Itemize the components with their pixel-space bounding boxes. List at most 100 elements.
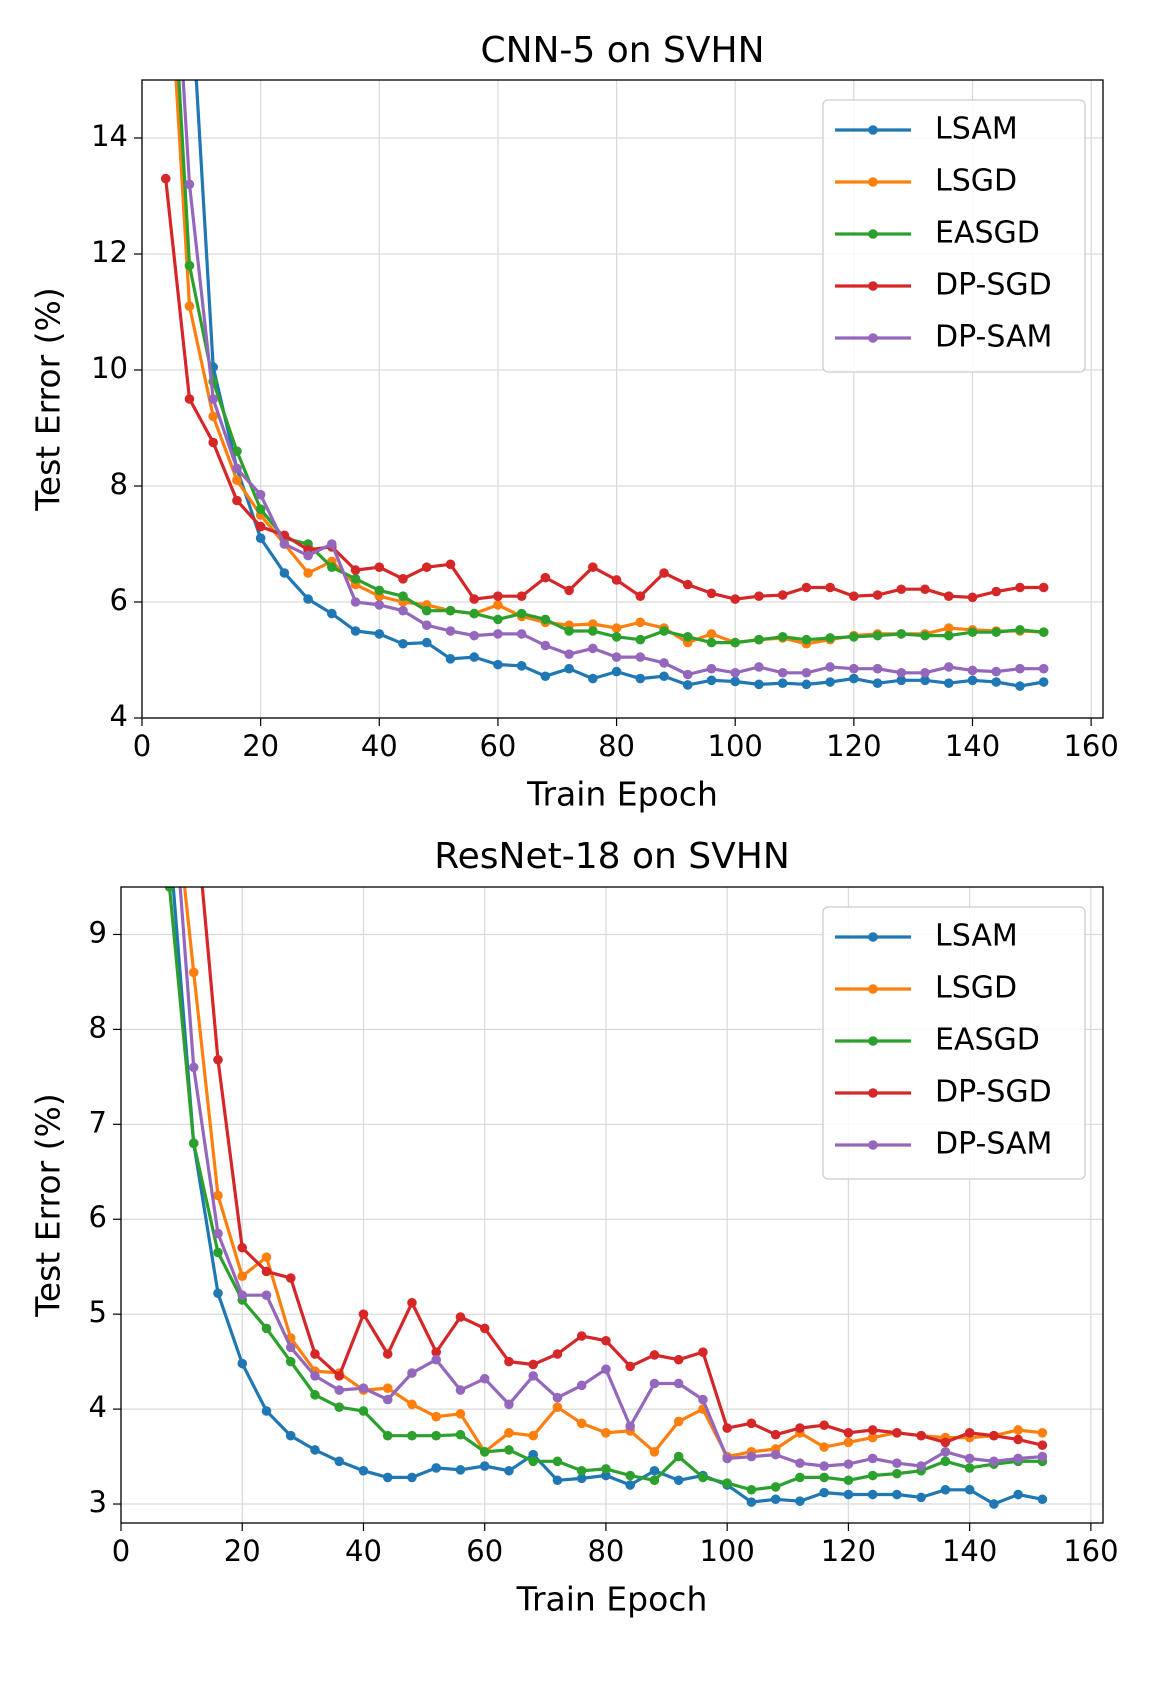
x-tick-label: 60: [466, 1534, 503, 1568]
data-point: [801, 634, 812, 645]
data-point: [892, 1458, 902, 1468]
data-point: [706, 637, 717, 648]
data-point: [843, 1459, 854, 1469]
data-point: [358, 1406, 369, 1416]
data-point: [964, 1428, 975, 1438]
data-point: [564, 663, 574, 674]
data-point: [540, 572, 551, 583]
data-point: [682, 632, 693, 642]
data-point: [255, 504, 266, 514]
data-point: [635, 673, 646, 684]
data-point: [188, 967, 199, 978]
x-tick-label: 140: [942, 1534, 997, 1568]
data-point: [421, 637, 432, 648]
data-point: [625, 1480, 635, 1490]
data-point: [504, 1445, 514, 1455]
data-point: [232, 475, 242, 486]
data-point: [819, 1472, 829, 1483]
data-point: [777, 632, 788, 642]
data-point: [469, 630, 479, 641]
data-point: [358, 1383, 369, 1394]
data-point: [382, 1472, 393, 1483]
data-point: [445, 654, 456, 664]
x-tick-label: 0: [112, 1534, 130, 1568]
data-point: [896, 667, 907, 678]
data-point: [552, 1475, 563, 1486]
data-point: [165, 550, 175, 560]
y-tick-label: 5: [89, 1295, 107, 1329]
y-tick-label: 6: [89, 1200, 107, 1234]
x-axis-label: Train Epoch: [516, 1580, 708, 1619]
legend-marker: [868, 281, 878, 291]
x-tick-label: 120: [826, 729, 881, 763]
data-point: [184, 394, 195, 404]
data-point: [892, 1468, 902, 1479]
data-point: [943, 591, 954, 601]
data-point: [770, 1449, 781, 1460]
data-point: [730, 676, 741, 687]
x-tick-label: 140: [945, 729, 1000, 763]
data-point: [682, 579, 693, 590]
data-point: [896, 629, 907, 639]
data-point: [469, 594, 479, 604]
data-point: [208, 437, 218, 448]
legend-label: EASGD: [935, 216, 1040, 251]
data-point: [698, 1347, 708, 1357]
data-point: [552, 1456, 563, 1467]
legend-marker: [868, 125, 878, 135]
data-point: [611, 623, 622, 633]
data-point: [722, 1453, 732, 1464]
data-point: [382, 1383, 393, 1394]
data-point: [611, 575, 622, 585]
data-point: [943, 623, 954, 633]
y-tick-label: 4: [110, 699, 128, 733]
data-point: [601, 1470, 611, 1481]
data-point: [872, 663, 883, 674]
data-point: [208, 411, 218, 422]
legend-marker: [868, 229, 878, 239]
data-point: [208, 394, 218, 404]
data-point: [358, 1309, 369, 1319]
data-point: [188, 1138, 199, 1149]
legend-marker: [868, 984, 878, 994]
data-point: [350, 626, 361, 636]
data-point: [528, 1371, 538, 1381]
data-point: [552, 1349, 563, 1359]
data-point: [1037, 1440, 1048, 1450]
data-point: [920, 675, 930, 686]
data-point: [967, 675, 978, 686]
data-point: [564, 649, 574, 659]
data-point: [916, 1492, 926, 1503]
data-point: [649, 1447, 660, 1457]
data-point: [1013, 1489, 1023, 1500]
data-point: [967, 627, 978, 637]
legend-marker: [868, 177, 878, 187]
y-tick-label: 7: [89, 1105, 107, 1139]
x-tick-label: 80: [587, 1534, 624, 1568]
data-point: [673, 1451, 684, 1462]
data-point: [237, 1242, 248, 1253]
data-point: [576, 1465, 587, 1476]
data-point: [407, 1430, 417, 1441]
data-point: [493, 600, 503, 610]
legend-marker: [868, 333, 878, 343]
x-tick-label: 0: [133, 729, 151, 763]
data-point: [649, 1378, 660, 1389]
data-point: [421, 562, 432, 572]
data-point: [920, 584, 930, 595]
x-tick-label: 40: [345, 1534, 382, 1568]
data-point: [770, 1494, 781, 1505]
data-point: [825, 677, 835, 687]
data-point: [455, 1385, 466, 1395]
legend-label: DP-SGD: [935, 268, 1052, 303]
legend-label: LSAM: [935, 112, 1018, 147]
data-point: [601, 1335, 611, 1346]
data-point: [516, 608, 527, 619]
data-point: [649, 1465, 660, 1476]
data-point: [601, 1364, 611, 1375]
data-point: [991, 677, 1002, 687]
legend-box: [822, 99, 1086, 373]
